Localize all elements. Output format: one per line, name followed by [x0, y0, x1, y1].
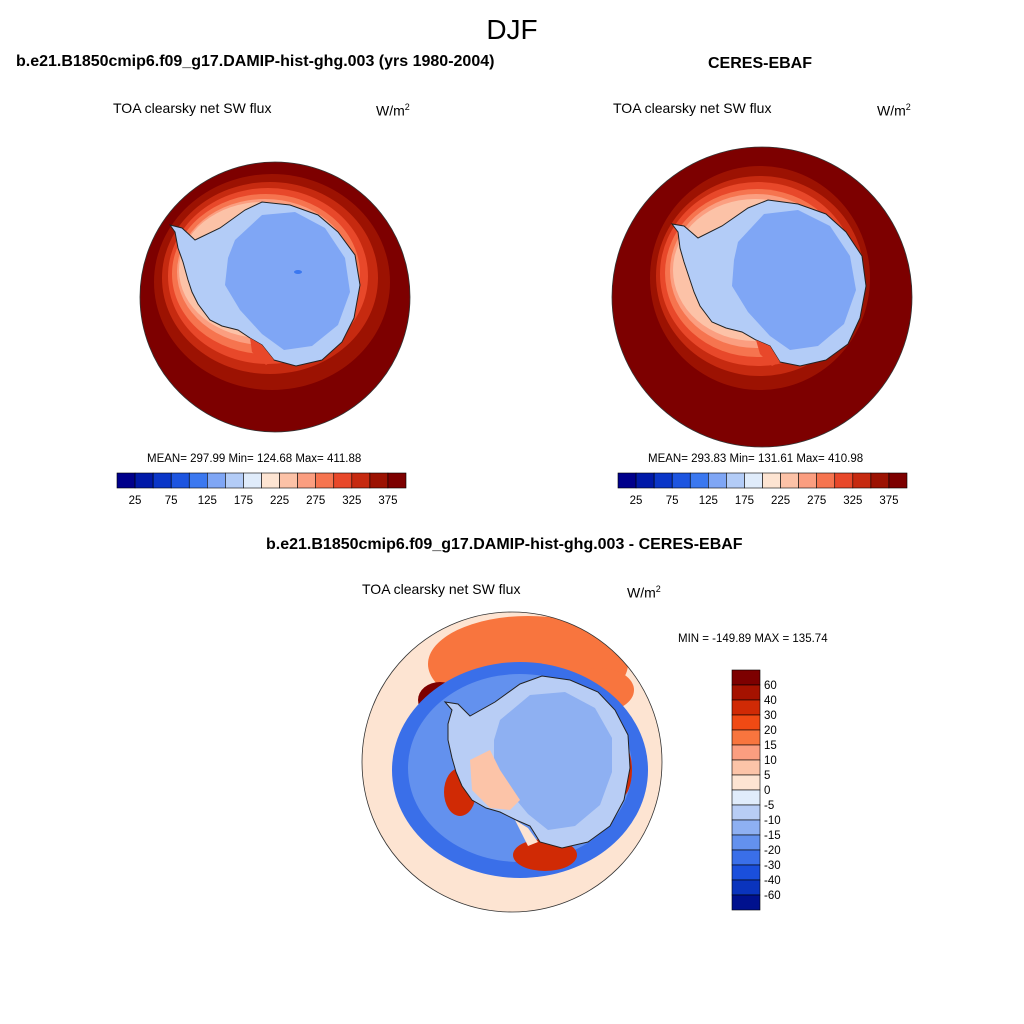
colorbar-c-swatch	[731, 819, 761, 836]
colorbar-c-tick-label: 40	[764, 695, 777, 707]
colorbar-c-swatch	[731, 744, 761, 761]
panel-c-variable: TOA clearsky net SW flux	[362, 581, 521, 597]
colorbar-b-swatch	[816, 472, 836, 489]
colorbar-c-tick-label: -5	[764, 800, 774, 812]
colorbar-a-tick-label: 25	[129, 495, 142, 507]
colorbar-a-tick-label: 375	[378, 495, 397, 507]
colorbar-c-swatch	[731, 714, 761, 731]
colorbar-a-tick-label: 175	[234, 495, 253, 507]
colorbar-b-swatch	[635, 472, 655, 489]
panel-b-title: CERES-EBAF	[708, 55, 813, 72]
colorbar-b-tick-label: 25	[630, 495, 643, 507]
colorbar-c-swatch	[731, 729, 761, 746]
colorbar-c-tick-label: -15	[764, 830, 781, 842]
colorbar-b-tick-label: 225	[771, 495, 790, 507]
colorbar-c-tick-label: 60	[764, 680, 777, 692]
colorbar-b-tick-label: 125	[699, 495, 718, 507]
colorbar-a-swatch	[170, 472, 190, 489]
colorbar-b-tick-label: 75	[666, 495, 679, 507]
colorbar-a-swatch	[152, 472, 172, 489]
colorbar-b-swatch	[726, 472, 745, 489]
colorbar-b-tick-label: 375	[879, 495, 898, 507]
panel-a-title: b.e21.B1850cmip6.f09_g17.DAMIP-hist-ghg.…	[16, 53, 495, 70]
colorbar-c-tick-label: -30	[764, 860, 781, 872]
panel-a-variable: TOA clearsky net SW flux	[113, 100, 272, 116]
colorbar-c-swatch	[731, 834, 761, 851]
colorbar-c: 60 40 30 20 15 10 5 0 -5 -10 -15 -20 -30 -40 -60	[731, 669, 781, 911]
colorbar-a-swatch	[134, 472, 154, 489]
colorbar-b-tick-label: 275	[807, 495, 826, 507]
colorbar-b-swatch	[852, 472, 872, 489]
colorbar-a-swatch	[387, 472, 407, 489]
colorbar-c-tick-label: -10	[764, 815, 781, 827]
colorbar-a-swatch	[261, 472, 280, 489]
colorbar-a-tick-label: 275	[306, 495, 325, 507]
colorbar-b-swatch	[834, 472, 854, 489]
colorbar-c-tick-label: -60	[764, 890, 781, 902]
colorbar-c-tick-label: 20	[764, 725, 777, 737]
colorbar-a-tick-label: 75	[165, 495, 178, 507]
panel-c-map	[362, 612, 662, 912]
colorbar-c-swatch	[731, 849, 761, 866]
colorbar-a-swatch	[315, 472, 335, 489]
colorbar-b-swatch	[744, 472, 763, 489]
colorbar-c-swatch	[731, 864, 761, 881]
colorbar-a-swatch	[279, 472, 298, 489]
colorbar-c-swatch	[731, 894, 761, 911]
colorbar-a-swatch	[297, 472, 316, 489]
colorbar-c-tick-label: 0	[764, 785, 770, 797]
colorbar-b-swatch	[617, 472, 637, 489]
colorbar-b-swatch	[671, 472, 691, 489]
colorbar-c-tick-label: 30	[764, 710, 777, 722]
colorbar-b-swatch	[653, 472, 673, 489]
colorbar-a-tick-label: 125	[198, 495, 217, 507]
colorbar-b-swatch	[798, 472, 817, 489]
colorbar-b-swatch	[780, 472, 799, 489]
colorbar-a-swatch	[351, 472, 371, 489]
panel-a-units: W/m2	[376, 102, 410, 119]
colorbar-a-swatch	[188, 472, 208, 489]
colorbar-b-tick-label: 325	[843, 495, 862, 507]
colorbar-a-swatch	[116, 472, 136, 489]
panel-a-stats: MEAN= 297.99 Min= 124.68 Max= 411.88	[147, 453, 362, 465]
colorbar-c-tick-label: -20	[764, 845, 781, 857]
colorbar-b-swatch	[762, 472, 781, 489]
panel-a-map	[140, 162, 410, 432]
figure-title: DJF	[486, 14, 538, 45]
panel-c-units: W/m2	[627, 584, 661, 601]
panel-b-variable: TOA clearsky net SW flux	[613, 100, 772, 116]
colorbar-b-swatch	[870, 472, 890, 489]
colorbar-c-tick-label: -40	[764, 875, 781, 887]
colorbar-c-swatch	[731, 669, 761, 686]
colorbar-a-swatch	[333, 472, 353, 489]
colorbar-c-swatch	[731, 804, 761, 821]
colorbar-c-swatch	[731, 774, 761, 791]
colorbar-c-tick-label: 5	[764, 770, 770, 782]
colorbar-a-swatch	[225, 472, 244, 489]
panel-c-stats: MIN = -149.89 MAX = 135.74	[678, 633, 828, 645]
colorbar-c-swatch	[731, 684, 761, 701]
colorbar-c-swatch	[731, 879, 761, 896]
panel-c-title: b.e21.B1850cmip6.f09_g17.DAMIP-hist-ghg.…	[266, 536, 743, 553]
colorbar-c-tick-label: 15	[764, 740, 777, 752]
colorbar-b-swatch	[888, 472, 908, 489]
colorbar-c-swatch	[731, 699, 761, 716]
panel-b-map	[612, 147, 912, 447]
panel-b-stats: MEAN= 293.83 Min= 131.61 Max= 410.98	[648, 453, 864, 465]
panel-b-units: W/m2	[877, 102, 911, 119]
colorbar-b: 25 75 125 175 225 275 325 375	[617, 472, 908, 507]
colorbar-c-swatch	[731, 789, 761, 806]
colorbar-b-swatch	[708, 472, 727, 489]
colorbar-b-swatch	[689, 472, 709, 489]
colorbar-b-tick-label: 175	[735, 495, 754, 507]
colorbar-a-swatch	[243, 472, 262, 489]
colorbar-c-tick-label: 10	[764, 755, 777, 767]
colorbar-c-swatch	[731, 759, 761, 776]
colorbar-a: 25 75 125 175 225 275 325 375	[116, 472, 407, 507]
colorbar-a-tick-label: 325	[342, 495, 361, 507]
colorbar-a-swatch	[207, 472, 226, 489]
colorbar-a-swatch	[369, 472, 389, 489]
colorbar-a-tick-label: 225	[270, 495, 289, 507]
